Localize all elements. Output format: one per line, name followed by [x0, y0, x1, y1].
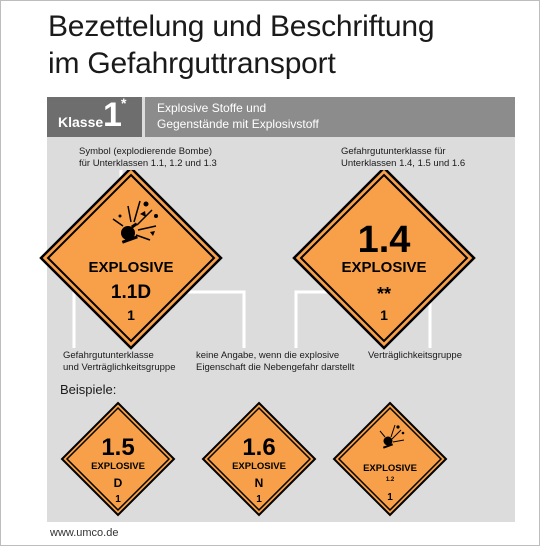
label-1-1d: EXPLOSIVE 1.1D 1 — [39, 166, 223, 350]
example-3-word: EXPLOSIVE — [363, 463, 417, 474]
example-1-class: 1 — [115, 494, 121, 505]
exploding-bomb-icon — [379, 424, 405, 449]
label-right-big: 1.4 — [358, 219, 411, 261]
example-2-word: EXPLOSIVE — [232, 461, 286, 472]
note-symbol-line-1: Symbol (explodierende Bombe) — [79, 146, 213, 157]
title-line-2: im Gefahrguttransport — [48, 47, 336, 80]
page-title: Bezettelung und Beschriftung im Gefahrgu… — [48, 8, 435, 82]
footer-url: www.umco.de — [50, 527, 119, 539]
example-3-sub: 1.2 — [386, 477, 395, 483]
label-right-stars: ** — [377, 284, 391, 304]
note-symbol-line-2: für Unterklassen 1.1, 1.2 und 1.3 — [79, 158, 217, 169]
example-2-letter: N — [255, 476, 264, 490]
klasse-number: 1 — [103, 96, 122, 134]
note-keine-line-2: Eigenschaft die Nebengefahr darstellt — [196, 362, 355, 373]
exploding-bomb-icon — [112, 200, 158, 244]
example-3-class: 1 — [387, 492, 393, 503]
note-vg-line-1: Gefahrgutunterklasse — [63, 350, 154, 361]
example-2-class: 1 — [256, 494, 262, 505]
note-subclass: Gefahrgutunterklasse für Unterklassen 1.… — [341, 146, 466, 170]
label-1-4: 1.4 EXPLOSIVE ** 1 — [292, 166, 476, 350]
class-description-line-2: Gegenstände mit Explosivstoff — [157, 117, 319, 131]
example-1-word: EXPLOSIVE — [91, 461, 145, 472]
note-vg: Gefahrgutunterklasse und Verträglichkeit… — [63, 350, 176, 374]
note-keine-angabe: keine Angabe, wenn die explosive Eigensc… — [196, 350, 355, 374]
example-label-1-6: 1.6 EXPLOSIVE N 1 — [201, 401, 317, 517]
example-1-letter: D — [114, 476, 123, 490]
note-symbol: Symbol (explodierende Bombe) für Unterkl… — [79, 146, 217, 170]
note-vtg: Verträglichkeitsgruppe — [368, 350, 462, 362]
example-label-1-5: 1.5 EXPLOSIVE D 1 — [60, 401, 176, 517]
klasse-label: Klasse — [58, 114, 104, 130]
label-right-word: EXPLOSIVE — [341, 259, 426, 276]
beispiele-heading: Beispiele: — [60, 382, 117, 397]
example-label-1-2: EXPLOSIVE 1.2 1 — [332, 401, 448, 517]
label-right-class: 1 — [380, 307, 388, 323]
class-description: Explosive Stoffe und Gegenstände mit Exp… — [157, 100, 319, 132]
klasse-star: * — [121, 95, 127, 111]
example-2-big: 1.6 — [242, 434, 275, 461]
label-left-word: EXPLOSIVE — [88, 259, 173, 276]
note-subclass-line-2: Unterklassen 1.4, 1.5 und 1.6 — [341, 158, 466, 169]
note-keine-line-1: keine Angabe, wenn die explosive — [196, 350, 340, 361]
label-left-class: 1 — [127, 307, 135, 323]
class-description-line-1: Explosive Stoffe und — [157, 101, 267, 115]
title-line-1: Bezettelung und Beschriftung — [48, 10, 435, 43]
class-header-box — [47, 97, 142, 137]
note-vg-line-2: und Verträglichkeitsgruppe — [63, 362, 176, 373]
note-subclass-line-1: Gefahrgutunterklasse für — [341, 146, 446, 157]
class-description-box — [145, 97, 515, 137]
example-1-big: 1.5 — [101, 434, 134, 461]
label-left-code: 1.1D — [111, 282, 151, 303]
